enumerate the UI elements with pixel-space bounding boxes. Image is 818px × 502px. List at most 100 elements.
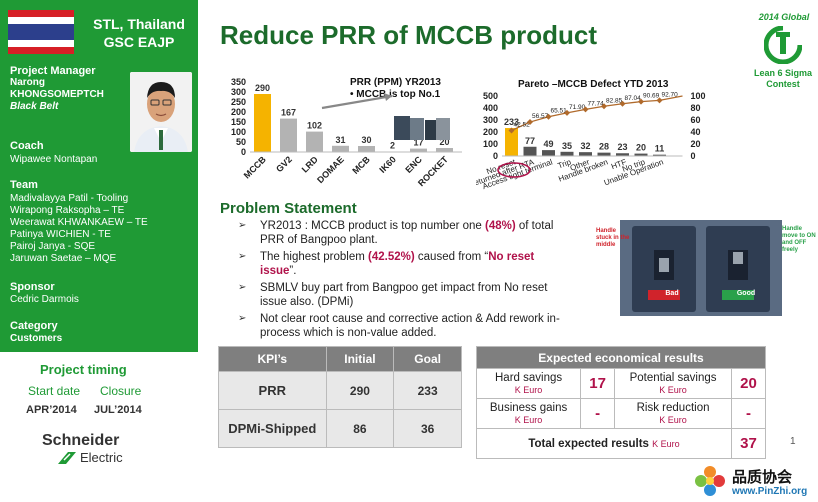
business-gains-value: -: [580, 398, 616, 429]
economical-results-table: Expected economical results Hard savings…: [475, 346, 766, 459]
y-tick-label: 350: [231, 77, 246, 87]
team-member: Pairoj Janya - SQE: [10, 241, 96, 252]
bad-note: Handle stuck in the middle: [596, 228, 630, 248]
good-label: Good: [736, 290, 756, 297]
table-row: DPMi-Shipped 86 36: [218, 409, 462, 448]
kpi-initial: 86: [325, 409, 395, 448]
bar-value-label: 11: [655, 144, 665, 154]
bar-value-label: 290: [255, 83, 270, 93]
breaker-thumbnails: [394, 116, 450, 140]
kpi-name: PRR: [218, 371, 327, 410]
schneider-logo: Schneider: [42, 432, 120, 449]
potential-savings-cell: Potential savings K Euro: [614, 368, 732, 399]
bad-label-box: [648, 290, 680, 300]
bar-value-label: 30: [361, 135, 371, 145]
y-tick-label: 150: [231, 117, 246, 127]
economical-title: Expected economical results: [476, 346, 766, 369]
avatar: [130, 72, 192, 152]
breaker-thumbnail: [410, 118, 424, 140]
breaker-comparison-photo: Bad Good Handle stuck in the middle Hand…: [596, 218, 816, 318]
bar-value-label: 20: [439, 137, 449, 147]
potential-savings-value: 20: [731, 368, 766, 399]
kpi-goal: 36: [393, 409, 462, 448]
y-right-tick-label: 80: [691, 103, 701, 113]
problem-item: The highest problem (42.52%) caused from…: [238, 250, 568, 278]
table-row: Hard savings K Euro 17 Potential savings K…: [475, 368, 766, 399]
cumulative-point: [564, 109, 570, 116]
total-value: 37: [731, 428, 766, 459]
cumulative-label: 82.85: [606, 97, 623, 104]
bar-value-label: 35: [562, 141, 572, 151]
sidebar: STL, Thailand GSC EAJP Project Manager N…: [0, 0, 198, 352]
y-right-tick-label: 0: [691, 151, 696, 161]
problem-statement-list: YR2013 : MCCB product is top number one …: [238, 219, 568, 343]
y-left-tick-label: 300: [483, 115, 498, 125]
x-tick-label: MCB: [350, 154, 372, 176]
y-left-tick-label: 400: [483, 103, 498, 113]
chart1-title: PRR (PPM) YR2013: [350, 77, 441, 88]
kpi-table: KPI’s Initial Goal PRR 290 233 DPMi-Ship…: [218, 346, 462, 448]
y-tick-label: 0: [241, 147, 246, 157]
cumulative-point: [638, 98, 644, 105]
x-tick-label: ENC: [403, 154, 424, 175]
bar: [332, 145, 349, 152]
bar-value-label: 49: [543, 139, 553, 149]
x-tick-label: LRD: [300, 154, 321, 175]
bar: [280, 118, 297, 152]
page-number: 1: [790, 436, 796, 447]
coach-heading: Coach: [10, 140, 44, 152]
kpi-name: DPMi-Shipped: [218, 409, 327, 448]
watermark-cn: 品质协会: [732, 468, 793, 486]
team-member: Weerawat KHWANKAEW – TE: [10, 217, 148, 228]
problem-item: SBMLV buy part from Bangpoo get impact f…: [238, 281, 568, 309]
contest-year: 2014 Global: [758, 12, 810, 22]
hard-savings-cell: Hard savings K Euro: [475, 368, 582, 399]
category-heading: Category: [10, 320, 58, 332]
contest-name-line1: Lean 6 Sigma: [753, 68, 813, 78]
start-date-label: Start date: [28, 384, 81, 398]
closure-label: Closure: [100, 384, 142, 398]
y-tick-label: 200: [231, 107, 246, 117]
goal-header: Goal: [393, 346, 462, 372]
bar: [523, 146, 537, 156]
y-tick-label: 100: [231, 127, 246, 137]
no-reset-highlight-circle: [497, 162, 531, 178]
y-left-tick-label: 500: [483, 91, 498, 101]
bar: [579, 152, 592, 156]
x-tick-label: IK60: [377, 154, 398, 175]
bar-value-label: 2: [390, 141, 395, 151]
x-tick-label: MCCB: [242, 154, 269, 181]
y-tick-label: 300: [231, 87, 246, 97]
problem-item: Not clear root cause and corrective acti…: [238, 312, 568, 340]
sponsor-name: Cedric Darmois: [10, 294, 79, 305]
cumulative-label: 90.69: [643, 93, 660, 100]
bar: [254, 94, 271, 152]
pm-belt: Black Belt: [10, 101, 59, 112]
cumulative-label: 92.70: [662, 91, 679, 98]
bar: [542, 150, 555, 156]
cumulative-point: [619, 100, 626, 107]
team-member: Wirapong Raksopha – TE: [10, 205, 125, 216]
breaker-thumbnail: [394, 116, 410, 140]
team-member: Madivalayya Patil - Tooling: [10, 193, 129, 204]
bar-value-label: 167: [281, 108, 296, 118]
problem-statement-title: Problem Statement: [220, 200, 357, 217]
initial-header: Initial: [325, 346, 395, 372]
bar: [653, 154, 666, 156]
breaker-thumbnail: [425, 120, 437, 140]
bar-value-label: 31: [335, 135, 345, 145]
table-row: Business gains K Euro - Risk reduction K E…: [475, 398, 766, 429]
thailand-flag-icon: [8, 10, 74, 54]
risk-reduction-value: -: [731, 398, 766, 429]
team-member: Jaruwan Saetae – MQE: [10, 253, 117, 264]
cumulative-point: [508, 127, 515, 134]
pareto-chart: Pareto –MCCB Defect YTD 2013 50040030020…: [476, 79, 706, 193]
contest-name-line2: Contest: [766, 79, 800, 89]
unit: GSC EAJP: [103, 34, 175, 50]
coach-name: Wipawee Nontapan: [10, 154, 98, 165]
bar-value-label: 23: [617, 142, 627, 152]
trend-arrow-head-icon: [384, 93, 392, 101]
bar: [616, 153, 629, 156]
bar-value-label: 102: [307, 121, 322, 131]
y-right-tick-label: 40: [691, 127, 701, 137]
